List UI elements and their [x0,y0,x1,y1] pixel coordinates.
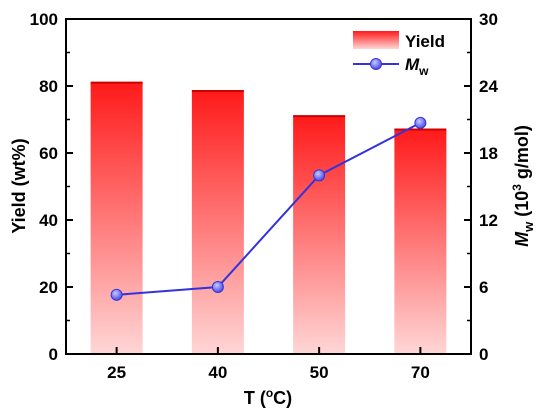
bars-layer [90,81,447,355]
x-tick-label-70: 70 [411,363,430,382]
bar-50 [293,116,346,355]
y2-axis-title: Mw (103 g/mol) [510,125,536,247]
legend-mw-label: Mw [405,55,429,78]
y2-tick-label: 6 [479,278,488,297]
mw-series-line [116,121,421,296]
y2-tick-label: 0 [479,345,488,364]
bar-70 [394,129,447,354]
mw-point-40 [211,281,224,293]
y2-tick-label: 18 [479,144,498,163]
line-layer [110,116,427,301]
legend-yield-label: Yield [405,32,445,51]
x-tick-label-40: 40 [208,363,227,382]
mw-point-70 [414,116,427,129]
legend-mw-marker [370,58,382,70]
y-tick-label: 40 [39,211,58,230]
y-tick-label: 60 [39,144,58,163]
y-tick-label: 20 [39,278,58,297]
bar-40 [191,91,244,355]
y2-tick-label: 12 [479,211,498,230]
legend: Yield Mw [353,31,445,78]
bar-25 [90,82,143,355]
legend-yield-swatch [353,31,399,49]
y-axis-title: Yield (wt%) [9,138,29,233]
y-tick-label: 80 [39,77,58,96]
x-tick-label-50: 50 [310,363,329,382]
axes-layer: 0 20 40 60 80 100 0 6 12 18 24 30 25 40 50 70 [30,10,499,382]
mw-point-25 [110,288,123,301]
mw-point-50 [313,169,326,182]
x-axis-title: T (oC) [244,386,292,408]
y-tick-label: 100 [30,10,58,29]
x-tick-label-25: 25 [107,363,126,382]
y-tick-label: 0 [49,345,58,364]
y2-tick-label: 24 [479,77,498,96]
y2-tick-label: 30 [479,10,498,29]
